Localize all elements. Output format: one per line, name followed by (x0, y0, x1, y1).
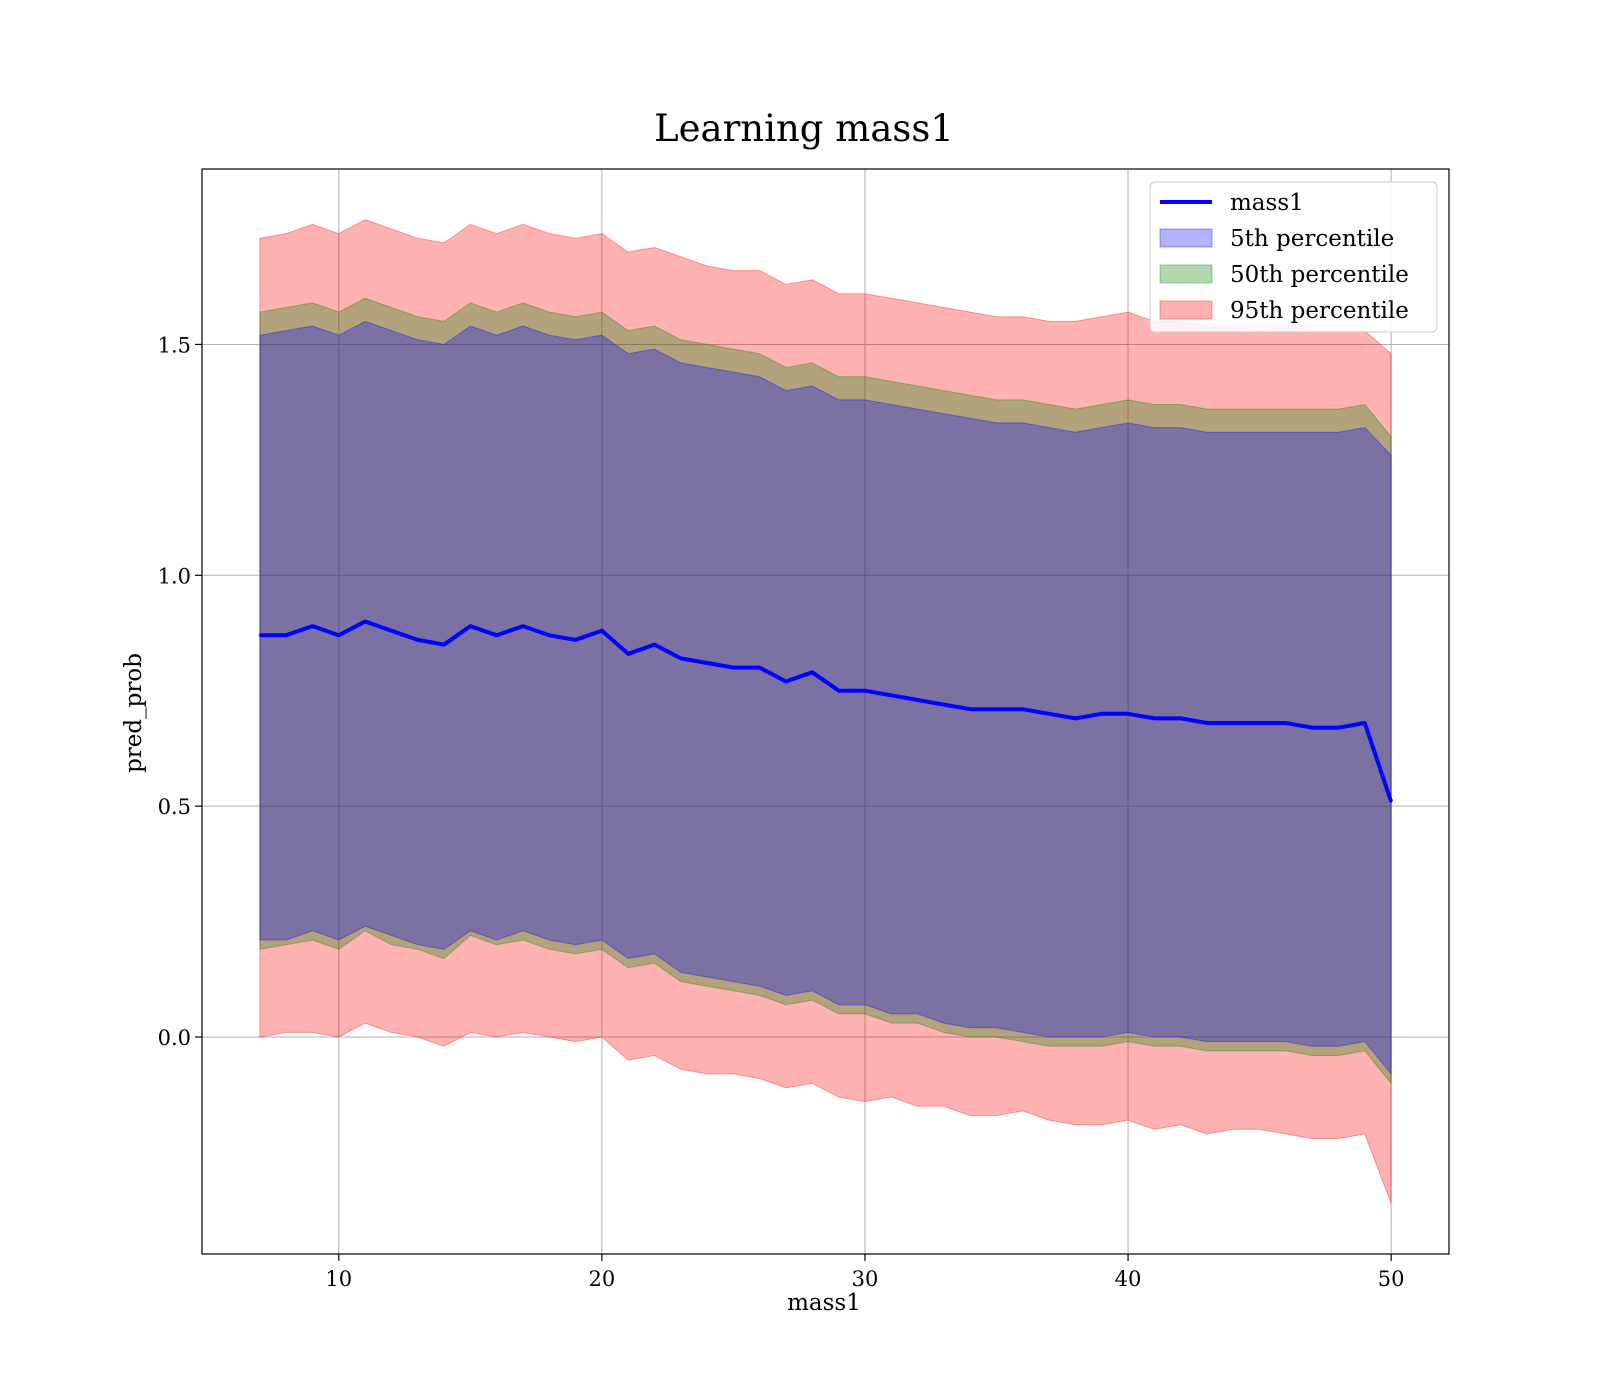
legend: mass1 5th percentile 50th percentile 95th p… (1149, 181, 1438, 333)
line-point (890, 694, 893, 697)
legend-patch-swatch (1159, 264, 1213, 284)
line-point (337, 634, 341, 637)
x-tick-label: 30 (852, 1267, 879, 1291)
line-point (363, 620, 367, 623)
line-point (1047, 712, 1051, 716)
line-point (1021, 707, 1025, 711)
line-point (1389, 800, 1393, 803)
y-tick-label: 1.5 (158, 333, 191, 357)
line-point (995, 707, 998, 711)
y-tick-label: 0.5 (158, 795, 191, 819)
x-tick-label: 20 (589, 1267, 616, 1291)
line-point (1284, 721, 1288, 725)
legend-patch-swatch (1159, 300, 1213, 320)
line-point (653, 643, 656, 646)
line-point (1232, 721, 1235, 725)
line-point (311, 624, 314, 628)
line-point (574, 638, 577, 642)
line-point (600, 629, 604, 632)
line-point (416, 638, 419, 642)
line-point (442, 643, 446, 646)
line-point (1205, 721, 1209, 725)
legend-label: mass1 (1230, 190, 1304, 216)
line-point (1100, 712, 1103, 716)
x-axis-label: mass1 (787, 1290, 861, 1316)
line-point (784, 680, 788, 683)
line-point (1363, 721, 1367, 725)
band-95th-percentile (259, 219, 1392, 1204)
line-point (942, 703, 946, 706)
x-tick-label: 40 (1115, 1267, 1142, 1291)
line-point (811, 671, 814, 674)
line-point (258, 634, 262, 637)
line-point (469, 624, 472, 628)
line-point (1258, 721, 1261, 725)
chart-title: Learning mass1 (654, 107, 954, 150)
line-point (1126, 712, 1130, 716)
line-point (758, 666, 761, 669)
line-point (521, 624, 525, 628)
legend-patch-swatch (1159, 228, 1213, 248)
grid (202, 169, 1449, 1254)
line-point (548, 634, 551, 637)
x-tick-label: 50 (1378, 1267, 1405, 1291)
line-point (1074, 717, 1077, 720)
band-5th-percentile (259, 320, 1392, 1076)
line-point (679, 657, 683, 660)
line-point (916, 698, 919, 702)
y-tick-label: 0.0 (158, 1026, 191, 1050)
line-point (390, 629, 393, 632)
line-point (626, 652, 630, 655)
line-point (1337, 726, 1340, 729)
line-point (284, 634, 288, 637)
legend-box (1149, 181, 1438, 333)
line-point (1310, 726, 1314, 729)
line-point (732, 666, 735, 669)
legend-label: 5th percentile (1230, 226, 1394, 252)
line-point (837, 689, 840, 692)
y-tick-label: 1.0 (158, 564, 191, 588)
y-axis-label: pred_prob (121, 653, 147, 773)
legend-label: 50th percentile (1230, 262, 1409, 288)
line-point (1153, 717, 1156, 720)
band-50th-percentile (259, 297, 1392, 1085)
legend-label: 95th percentile (1230, 298, 1409, 324)
line-point (863, 689, 867, 692)
series-line-mass1 (259, 619, 1393, 803)
x-tick-label: 10 (325, 1267, 352, 1291)
plot-frame (201, 168, 1450, 1255)
line-point (968, 707, 972, 711)
line-point (495, 634, 498, 637)
plot-area: 10 20 30 40 50 0.0 0.5 1.0 1.5 (158, 168, 1450, 1291)
line-point (705, 661, 709, 665)
line-point (1179, 717, 1182, 720)
